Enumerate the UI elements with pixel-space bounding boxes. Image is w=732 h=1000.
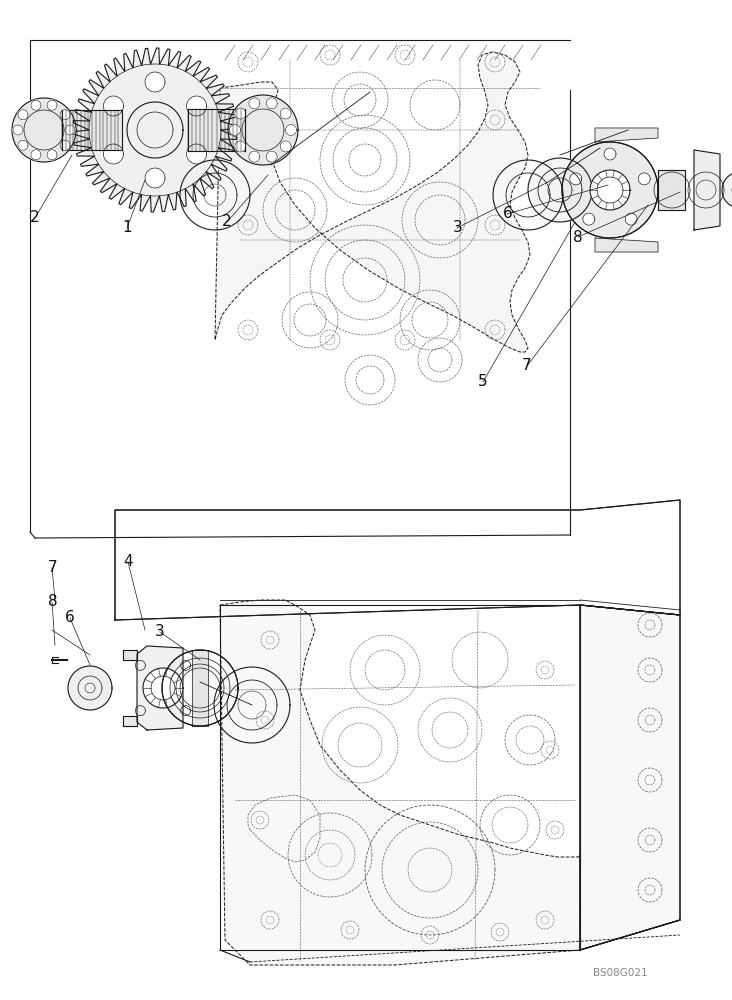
Text: 6: 6 — [64, 610, 75, 626]
Polygon shape — [103, 144, 124, 164]
Text: BS08G021: BS08G021 — [593, 968, 648, 978]
Polygon shape — [145, 72, 165, 92]
Polygon shape — [115, 500, 680, 620]
Polygon shape — [62, 110, 122, 150]
Polygon shape — [145, 168, 165, 188]
Polygon shape — [192, 650, 208, 726]
Polygon shape — [68, 666, 112, 710]
Text: 8: 8 — [48, 593, 58, 608]
Text: 6: 6 — [502, 207, 512, 222]
Polygon shape — [722, 172, 732, 208]
Polygon shape — [73, 48, 237, 212]
Text: 7: 7 — [522, 359, 532, 373]
Text: 2: 2 — [222, 215, 232, 230]
Polygon shape — [266, 151, 277, 162]
Polygon shape — [569, 173, 582, 185]
Polygon shape — [47, 100, 57, 110]
Polygon shape — [604, 148, 616, 160]
Polygon shape — [625, 213, 637, 225]
Polygon shape — [285, 125, 296, 135]
Polygon shape — [228, 95, 298, 165]
Text: 1: 1 — [122, 221, 132, 235]
Polygon shape — [188, 109, 245, 151]
Polygon shape — [595, 238, 658, 252]
Polygon shape — [230, 125, 241, 135]
Polygon shape — [18, 110, 28, 120]
Polygon shape — [595, 128, 658, 142]
Polygon shape — [60, 110, 70, 120]
Text: 3: 3 — [452, 221, 463, 235]
Polygon shape — [249, 151, 260, 162]
Polygon shape — [220, 600, 580, 965]
Polygon shape — [580, 605, 680, 950]
Polygon shape — [65, 125, 75, 135]
Polygon shape — [187, 96, 206, 116]
Polygon shape — [137, 646, 183, 730]
Polygon shape — [638, 173, 650, 185]
Polygon shape — [18, 140, 28, 150]
Text: 8: 8 — [573, 230, 583, 244]
Polygon shape — [694, 150, 720, 230]
Polygon shape — [31, 150, 41, 160]
Polygon shape — [123, 650, 137, 660]
Polygon shape — [215, 52, 530, 352]
Polygon shape — [123, 716, 137, 726]
Polygon shape — [187, 144, 206, 164]
Polygon shape — [528, 158, 592, 222]
Polygon shape — [13, 125, 23, 135]
Text: 7: 7 — [48, 559, 58, 574]
Polygon shape — [12, 98, 76, 162]
Text: 5: 5 — [478, 374, 488, 389]
Polygon shape — [235, 108, 246, 119]
Polygon shape — [143, 668, 183, 708]
Text: 4: 4 — [123, 554, 133, 570]
Polygon shape — [562, 142, 658, 238]
Polygon shape — [266, 98, 277, 109]
Text: 2: 2 — [30, 211, 40, 226]
Polygon shape — [103, 96, 124, 116]
Polygon shape — [590, 170, 630, 210]
Polygon shape — [280, 108, 291, 119]
Polygon shape — [235, 141, 246, 152]
Polygon shape — [47, 150, 57, 160]
Polygon shape — [60, 140, 70, 150]
Polygon shape — [583, 213, 595, 225]
Polygon shape — [658, 170, 685, 210]
Polygon shape — [280, 141, 291, 152]
Polygon shape — [31, 100, 41, 110]
Text: 3: 3 — [154, 624, 165, 640]
Polygon shape — [249, 98, 260, 109]
